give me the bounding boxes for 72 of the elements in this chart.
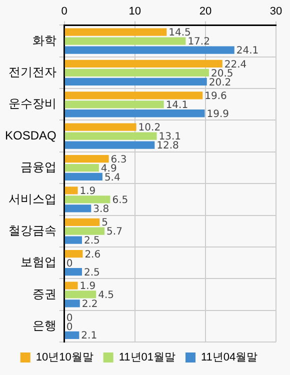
- bar: [64, 300, 80, 308]
- data-label: 20.5: [210, 68, 234, 80]
- bar: [64, 196, 110, 204]
- data-label: 0: [66, 258, 73, 270]
- data-label: 2.6: [84, 249, 101, 260]
- bar: [64, 154, 109, 163]
- data-label: 5.7: [106, 226, 122, 238]
- bar: [64, 92, 203, 100]
- x-tick-label: 30: [270, 6, 282, 18]
- bar: [64, 60, 222, 68]
- data-label: 20.2: [208, 77, 232, 88]
- bar: [64, 123, 136, 131]
- bar: [64, 204, 92, 212]
- x-tick-label: 10: [128, 6, 142, 18]
- bar: [64, 290, 96, 298]
- data-label: 17.2: [188, 36, 210, 48]
- data-label: 19.6: [204, 91, 227, 102]
- data-label: 5.4: [104, 172, 120, 184]
- bar: [64, 268, 82, 276]
- bar: [64, 186, 78, 194]
- y-tick-label: 철강금속: [8, 223, 56, 238]
- bar: [64, 78, 207, 86]
- bar: [64, 331, 80, 339]
- bar: [64, 172, 102, 181]
- y-tick-label: 전기전자: [8, 65, 56, 80]
- data-label: 10.2: [138, 122, 161, 134]
- legend-label: 11년04월말: [200, 352, 258, 364]
- y-tick-label: 증권: [32, 286, 56, 301]
- data-label: 14.1: [166, 100, 188, 111]
- x-tick-label: 0: [61, 6, 68, 18]
- data-label: 0: [66, 312, 73, 324]
- bar: [64, 141, 155, 149]
- bar: [64, 132, 157, 140]
- data-label: 4.9: [100, 163, 117, 174]
- bar: [64, 28, 167, 36]
- data-label: 22.4: [224, 59, 247, 70]
- bar: [64, 250, 83, 258]
- data-label: 19.9: [206, 108, 230, 120]
- bar: [64, 282, 78, 290]
- data-label: 0: [66, 322, 73, 333]
- data-label: 6.3: [110, 154, 127, 166]
- data-label: 2.2: [82, 299, 98, 310]
- y-tick-label: 서비스업: [8, 192, 56, 206]
- bar: [64, 110, 205, 118]
- data-label: 12.8: [156, 140, 179, 152]
- data-label: 6.5: [112, 195, 128, 206]
- bar: [64, 37, 186, 45]
- y-tick-label: 금융업: [20, 160, 56, 174]
- bar: [64, 68, 209, 77]
- legend-label: 11년01월말: [118, 352, 176, 364]
- bar: [64, 46, 234, 54]
- y-tick-label: 은행: [32, 318, 56, 332]
- bar: [64, 164, 99, 172]
- y-tick-label: 운수장비: [8, 96, 56, 111]
- data-label: 2.5: [84, 236, 100, 247]
- bar: [64, 100, 164, 108]
- data-label: 3.8: [93, 204, 110, 216]
- y-tick-label: KOSDAQ: [4, 128, 56, 142]
- y-tick-label: 보험업: [20, 255, 56, 270]
- data-label: 1.9: [80, 186, 96, 198]
- y-tick-label: 화학: [32, 33, 56, 48]
- data-label: 1.9: [80, 281, 96, 292]
- data-label: 24.1: [236, 46, 259, 57]
- data-label: 2.1: [81, 330, 98, 342]
- data-label: 4.5: [98, 290, 114, 302]
- legend-label: 10년10월말: [36, 352, 94, 364]
- x-tick-label: 20: [199, 6, 212, 18]
- bar: [64, 227, 105, 235]
- data-label: 2.5: [84, 267, 100, 278]
- bar: [64, 236, 82, 244]
- bar: [64, 218, 100, 226]
- data-label: 5: [102, 218, 108, 229]
